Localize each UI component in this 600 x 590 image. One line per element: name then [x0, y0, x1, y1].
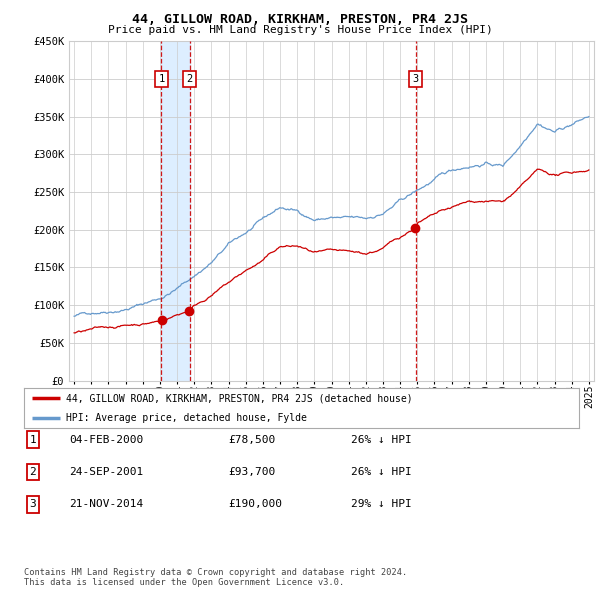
- Text: 2: 2: [29, 467, 37, 477]
- Text: Contains HM Land Registry data © Crown copyright and database right 2024.
This d: Contains HM Land Registry data © Crown c…: [24, 568, 407, 587]
- Text: Price paid vs. HM Land Registry's House Price Index (HPI): Price paid vs. HM Land Registry's House …: [107, 25, 493, 35]
- Text: 04-FEB-2000: 04-FEB-2000: [69, 435, 143, 444]
- Text: 21-NOV-2014: 21-NOV-2014: [69, 500, 143, 509]
- Text: 26% ↓ HPI: 26% ↓ HPI: [351, 435, 412, 444]
- Text: 2: 2: [187, 74, 193, 84]
- Text: 29% ↓ HPI: 29% ↓ HPI: [351, 500, 412, 509]
- Bar: [161, 41, 190, 381]
- Text: 44, GILLOW ROAD, KIRKHAM, PRESTON, PR4 2JS: 44, GILLOW ROAD, KIRKHAM, PRESTON, PR4 2…: [132, 13, 468, 26]
- Text: 44, GILLOW ROAD, KIRKHAM, PRESTON, PR4 2JS (detached house): 44, GILLOW ROAD, KIRKHAM, PRESTON, PR4 2…: [65, 394, 412, 404]
- Text: £190,000: £190,000: [228, 500, 282, 509]
- Text: 1: 1: [158, 74, 164, 84]
- Text: £78,500: £78,500: [228, 435, 275, 444]
- Text: 1: 1: [29, 435, 37, 444]
- Text: HPI: Average price, detached house, Fylde: HPI: Average price, detached house, Fyld…: [65, 413, 307, 422]
- Text: £93,700: £93,700: [228, 467, 275, 477]
- Text: 3: 3: [412, 74, 419, 84]
- Text: 26% ↓ HPI: 26% ↓ HPI: [351, 467, 412, 477]
- Text: 24-SEP-2001: 24-SEP-2001: [69, 467, 143, 477]
- Text: 3: 3: [29, 500, 37, 509]
